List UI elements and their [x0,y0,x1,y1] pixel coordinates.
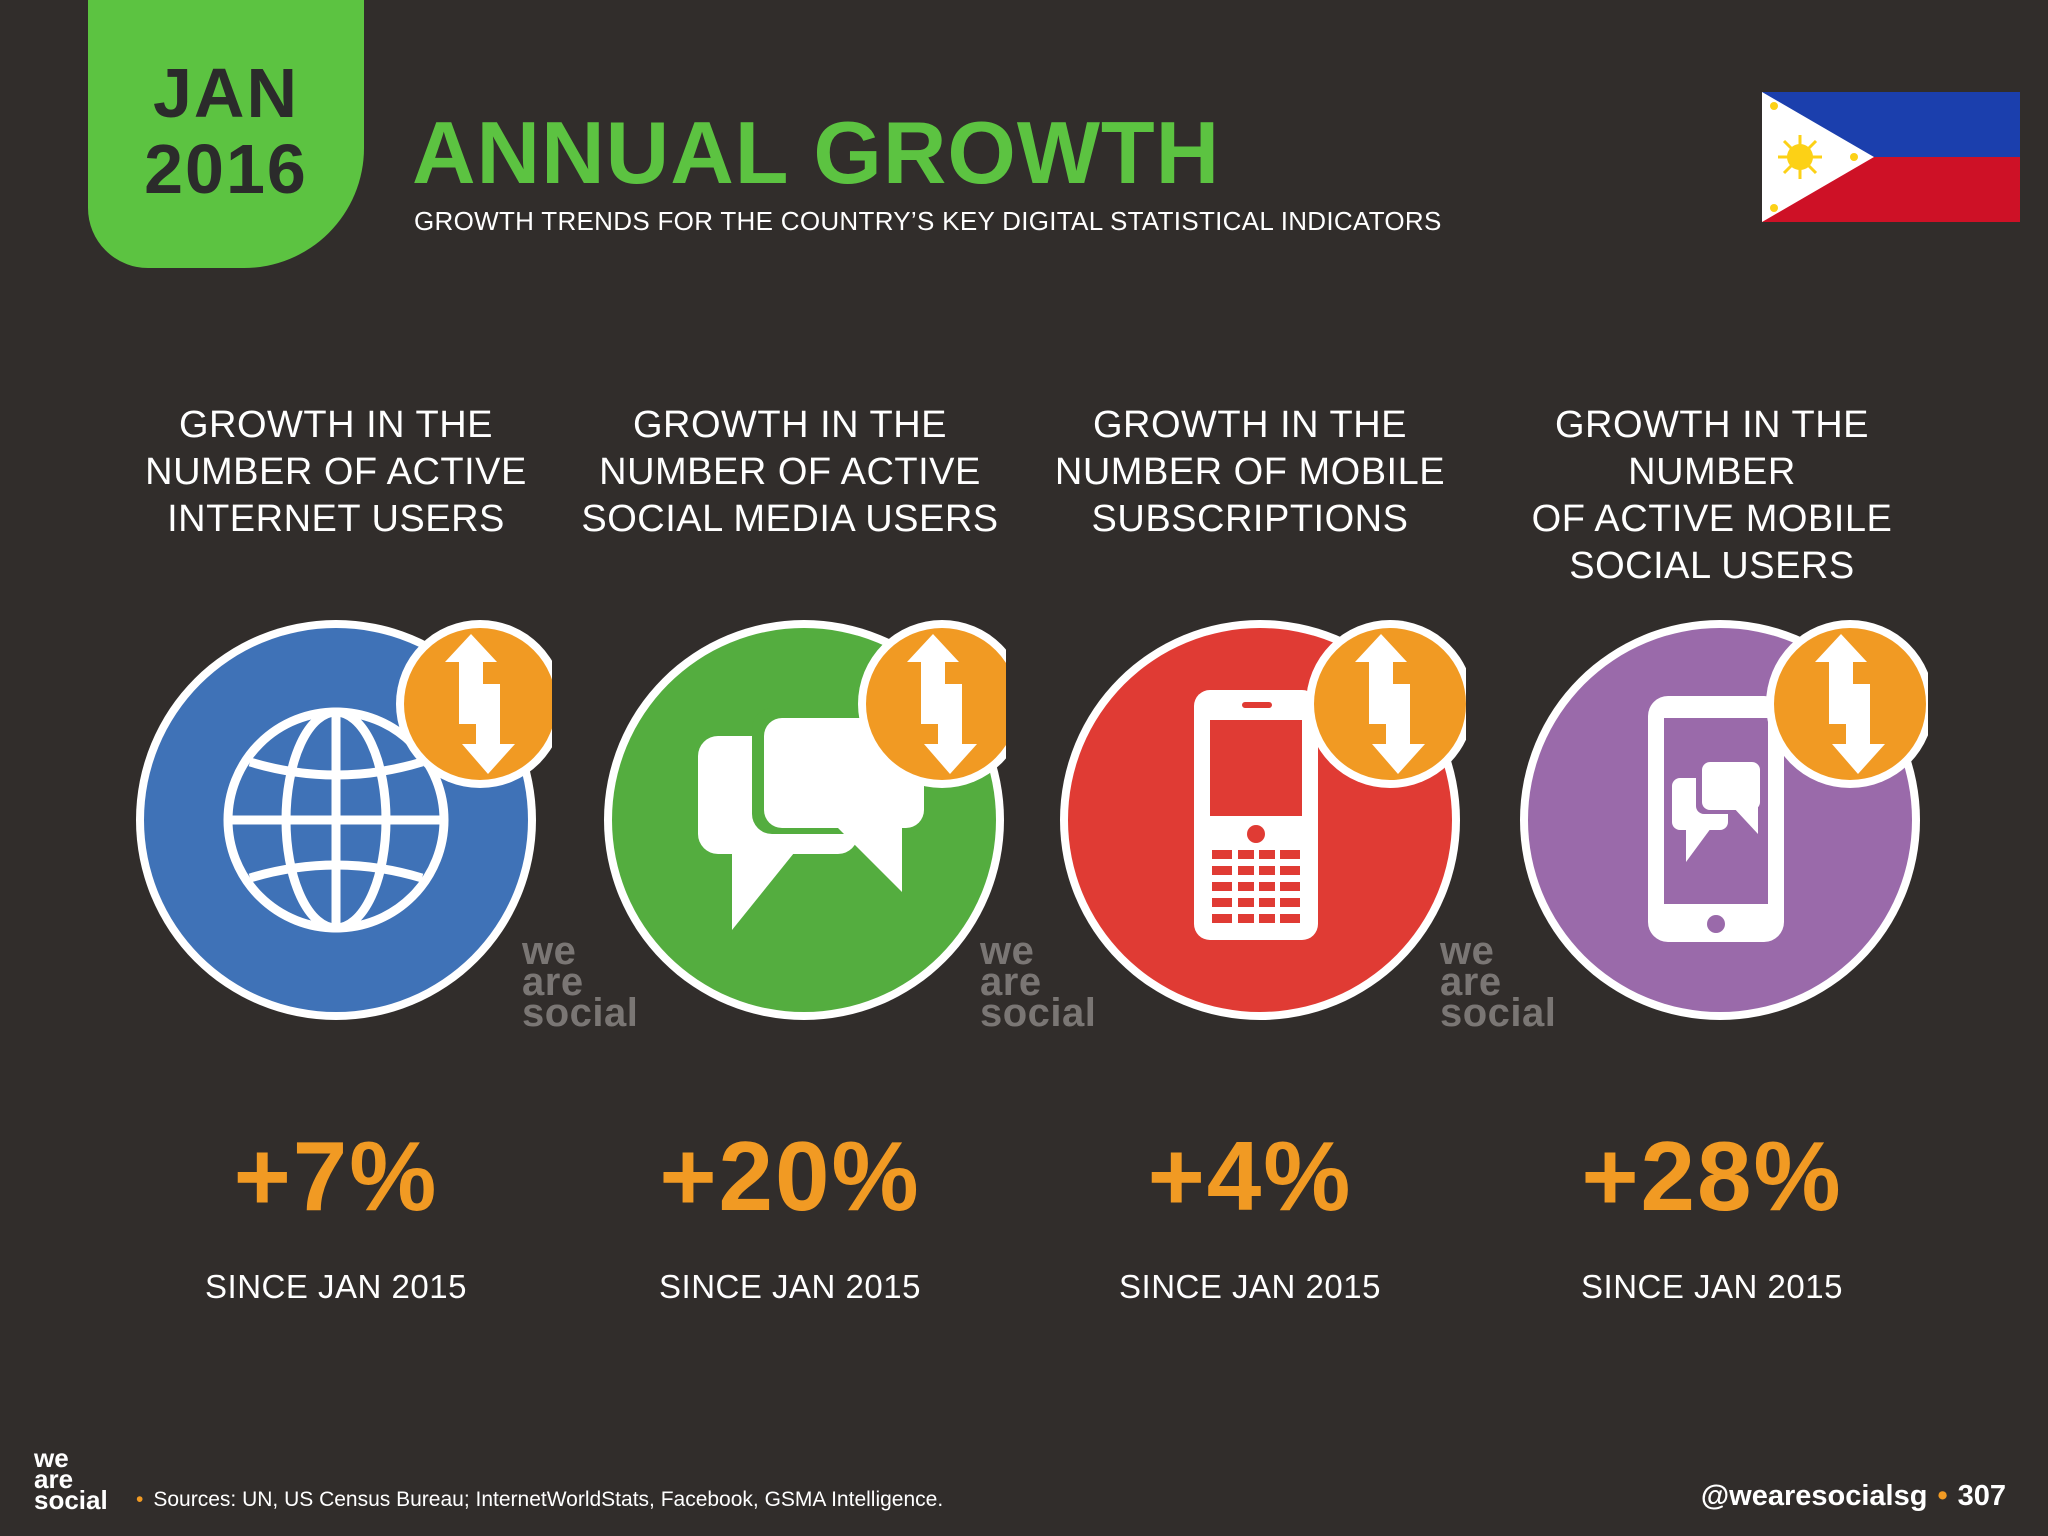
date-month: JAN [152,54,300,132]
mobile-social-users-circle [1520,620,1928,1020]
indicator-heading: GROWTH IN THE NUMBER OF MOBILE SUBSCRIPT… [1054,404,1446,540]
sources-note: • Sources: UN, US Census Bureau; Internet… [136,1488,943,1512]
bullet-icon: • [136,1488,144,1511]
indicator-since: SINCE JAN 2015 [659,1268,921,1305]
watermark-logo: we are social [522,929,639,1035]
bullet-icon: • [1937,1480,1948,1512]
globe-icon [223,707,449,933]
philippines-flag-icon [1762,92,2020,222]
date-badge: JAN 2016 [88,0,364,268]
social-media-users-circle [604,620,1006,1020]
page-number: 307 [1957,1480,2006,1512]
smartphone-chat-icon [1648,696,1784,942]
indicator-value: +7% [233,1121,439,1231]
indicator-value: +20% [659,1121,921,1231]
growth-arrows-icon [858,620,1006,788]
indicator-value: +28% [1581,1121,1843,1231]
page-subtitle: GROWTH TRENDS FOR THE COUNTRY’S KEY DIGI… [414,206,1442,236]
sources-text: Sources: UN, US Census Bureau; InternetW… [153,1488,944,1511]
growth-arrows-icon [1306,620,1466,788]
mobile-subscriptions-circle [1060,620,1466,1020]
footer-handle: @wearesocialsg • 307 [1701,1480,2006,1513]
social-handle[interactable]: @wearesocialsg [1700,1480,1928,1512]
growth-arrows-icon [396,620,552,788]
watermark-logo: we are social [980,929,1097,1035]
indicator-since: SINCE JAN 2015 [1581,1268,1843,1305]
date-year: 2016 [144,130,308,208]
indicator-heading: GROWTH IN THE NUMBER OF ACTIVE MOBILE SO… [1531,404,1893,587]
indicator-value: +4% [1147,1121,1353,1231]
indicator-heading: GROWTH IN THE NUMBER OF ACTIVE SOCIAL ME… [581,404,999,540]
indicator-since: SINCE JAN 2015 [205,1268,467,1305]
mobile-phone-icon [1194,690,1318,940]
indicator-heading: GROWTH IN THE NUMBER OF ACTIVE INTERNET … [145,404,527,540]
growth-arrows-icon [1766,620,1928,788]
watermark-logo: we are social [1440,929,1557,1035]
page-title: ANNUAL GROWTH [412,103,1221,202]
internet-users-circle [136,620,552,1020]
indicator-since: SINCE JAN 2015 [1119,1268,1381,1305]
footer-logo: we are social [34,1443,108,1515]
